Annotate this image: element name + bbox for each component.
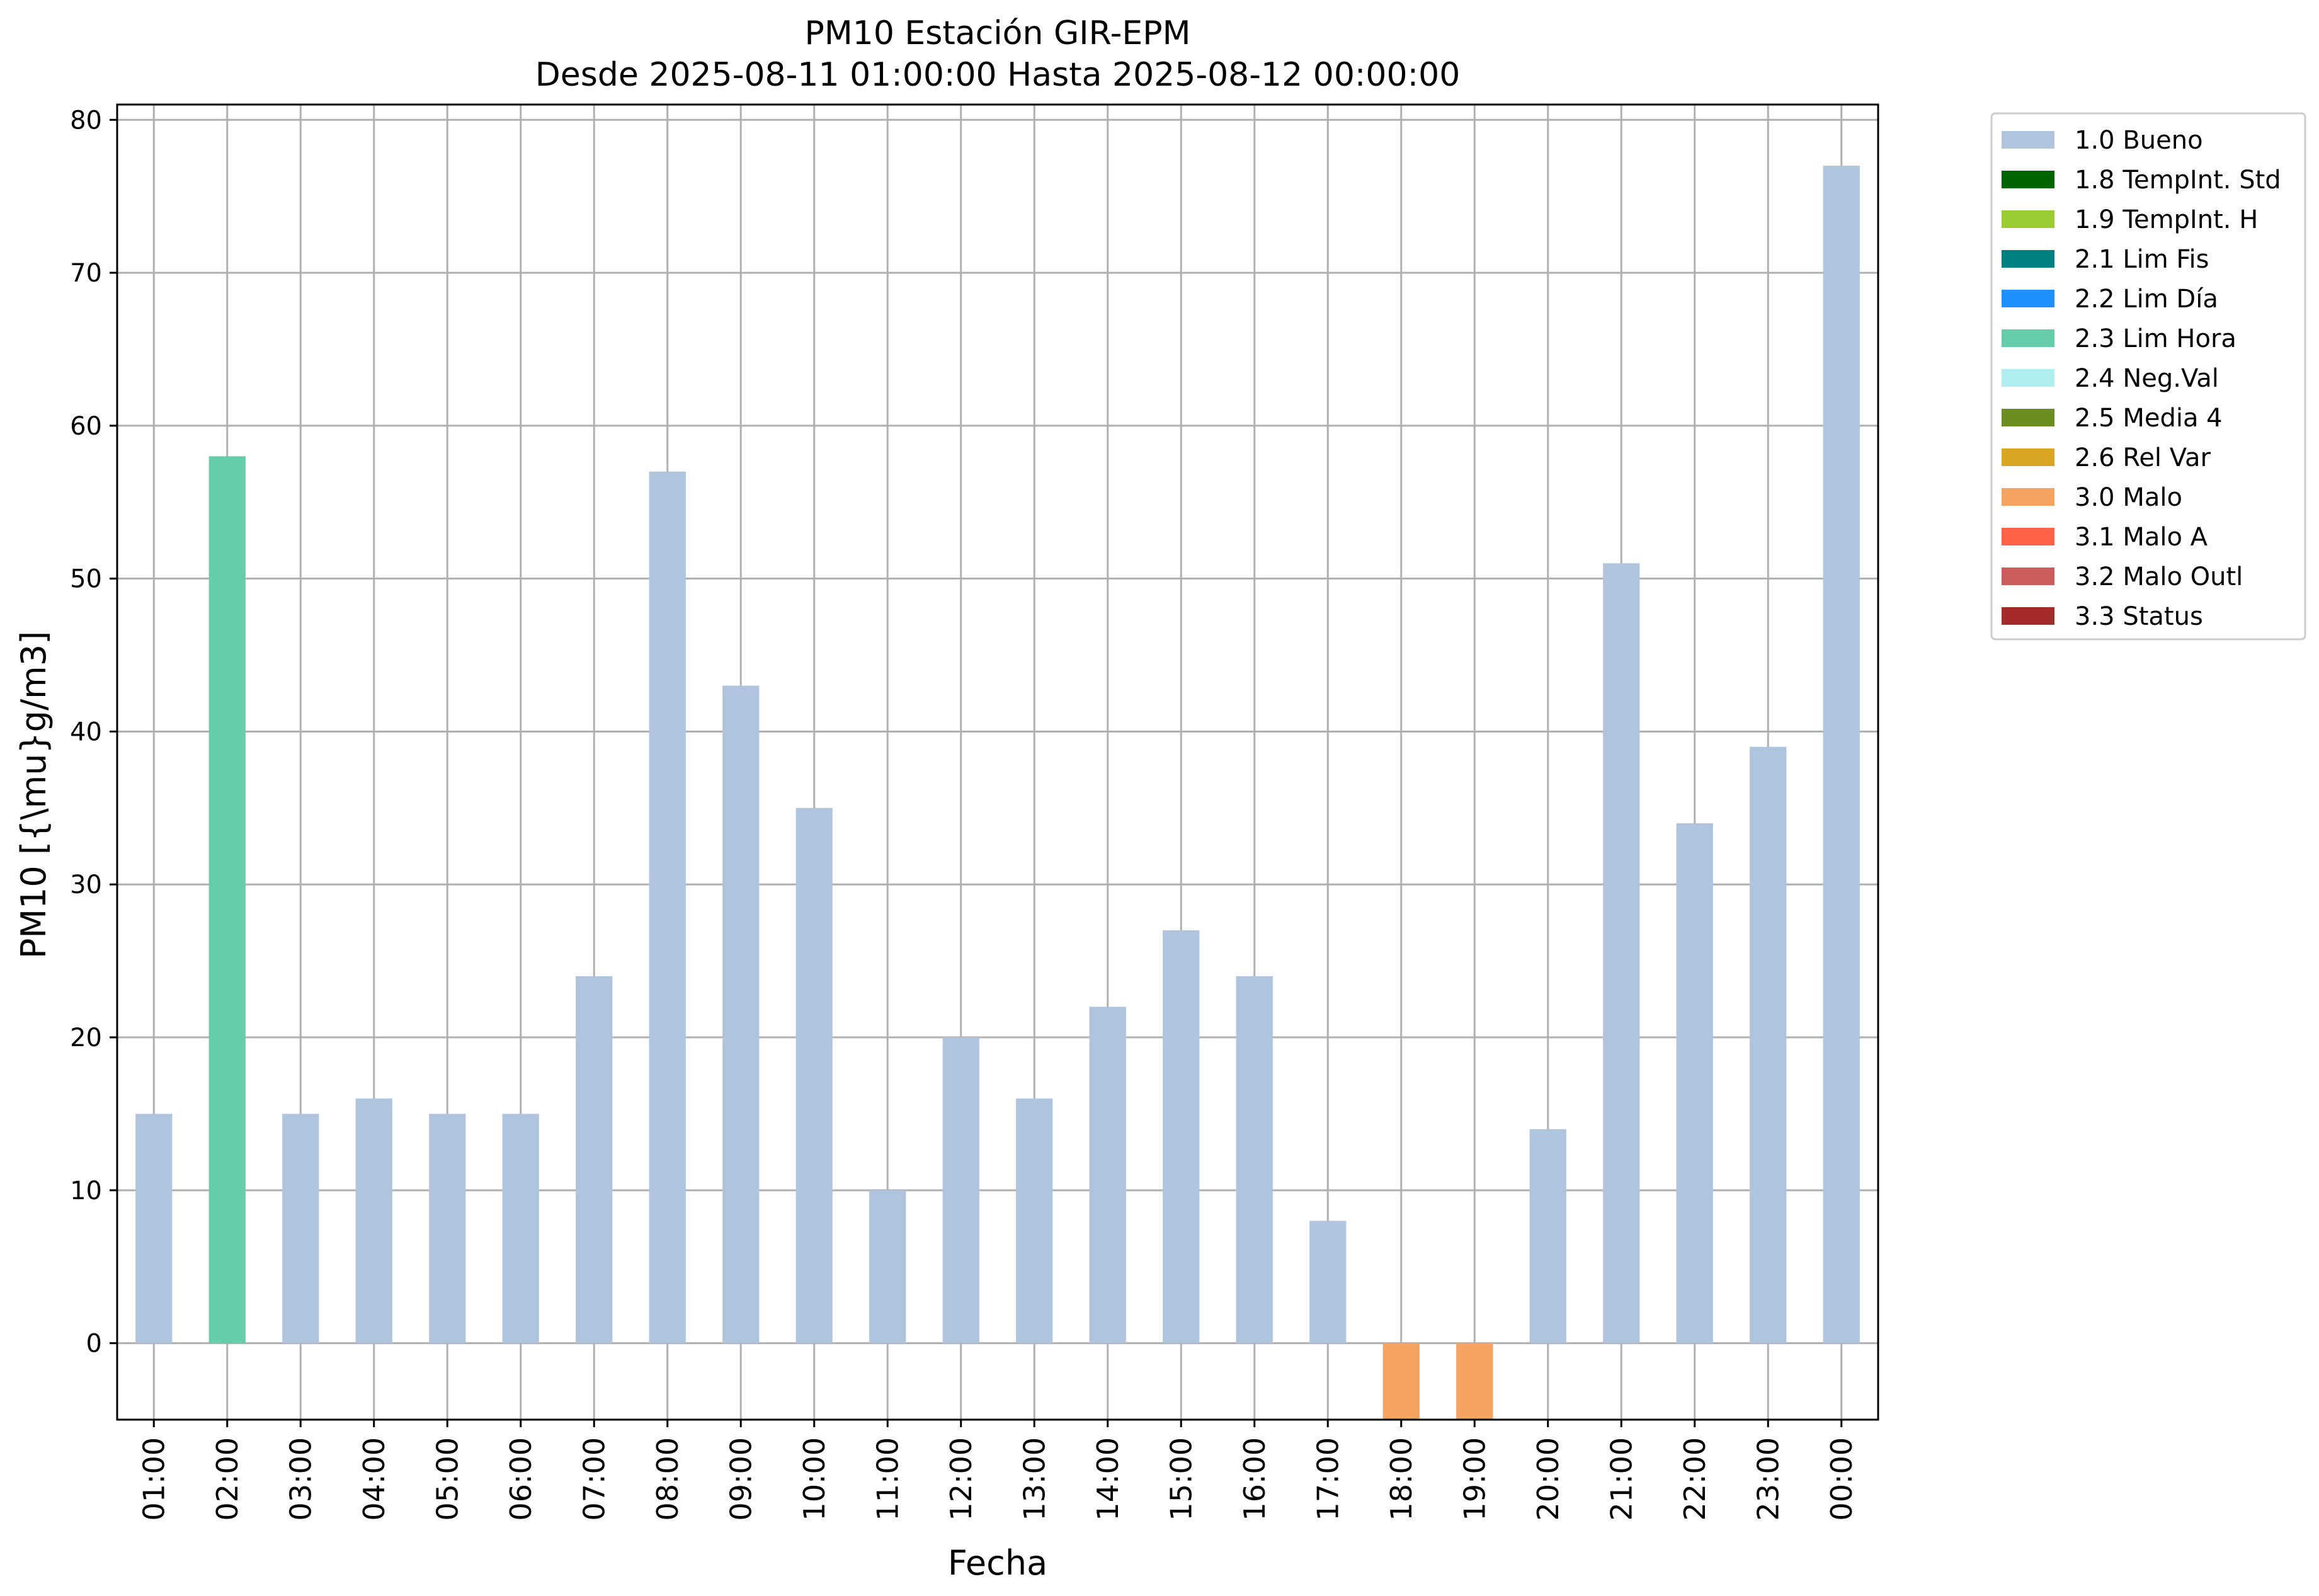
x-tick-label: 19:00	[1457, 1437, 1491, 1521]
legend-swatch	[2002, 567, 2054, 585]
chart-title-line2: Desde 2025-08-11 01:00:00 Hasta 2025-08-…	[535, 56, 1461, 94]
bar-2000	[1529, 1129, 1566, 1343]
x-axis-label: Fecha	[948, 1543, 1047, 1583]
x-tick-label: 17:00	[1311, 1437, 1345, 1521]
legend-label: 1.9 TempInt. H	[2075, 205, 2258, 234]
chart-title-line1: PM10 Estación GIR-EPM	[805, 14, 1191, 52]
legend-swatch	[2002, 409, 2054, 426]
x-tick-label: 00:00	[1825, 1437, 1859, 1521]
legend-label: 2.6 Rel Var	[2075, 443, 2211, 472]
y-tick-label: 50	[70, 565, 102, 594]
bar-0600	[502, 1114, 539, 1343]
legend-label: 2.5 Media 4	[2075, 404, 2223, 433]
legend-label: 3.2 Malo Outl	[2075, 562, 2243, 591]
x-tick-labels: 01:00 02:00 03:00 04:00 05:00 06:00 07:00 08:00…	[137, 1437, 1859, 1521]
x-tick-label: 10:00	[797, 1437, 831, 1521]
plot-frame	[116, 103, 1879, 1421]
x-tick-label: 22:00	[1678, 1437, 1712, 1521]
legend-swatch	[2002, 369, 2054, 387]
y-tick-label: 30	[70, 870, 102, 899]
legend-swatch	[2002, 607, 2054, 625]
x-tick-label: 08:00	[651, 1437, 685, 1521]
legend-swatch	[2002, 488, 2054, 506]
x-tick-label: 02:00	[210, 1437, 244, 1521]
bar-1100	[869, 1190, 906, 1343]
bar-1600	[1236, 976, 1273, 1343]
bar-0200	[208, 456, 246, 1343]
x-tick-label: 18:00	[1384, 1437, 1418, 1521]
y-tick-label: 60	[70, 412, 102, 441]
y-tick-label: 70	[70, 259, 102, 288]
x-tick-label: 07:00	[577, 1437, 611, 1521]
x-tick-label: 16:00	[1238, 1437, 1272, 1521]
bar-1400	[1089, 1006, 1126, 1343]
bar-0100	[135, 1114, 173, 1343]
x-tick-label: 01:00	[137, 1437, 171, 1521]
bar-1800	[1382, 1343, 1420, 1420]
y-tick-label: 40	[70, 717, 102, 746]
bar-0400	[355, 1098, 392, 1343]
bar-1900	[1456, 1343, 1493, 1420]
legend-swatch	[2002, 528, 2054, 545]
axes	[110, 103, 1879, 1427]
y-tick-label: 0	[86, 1330, 102, 1359]
x-tick-label: 04:00	[357, 1437, 391, 1521]
x-tick-label: 20:00	[1531, 1437, 1565, 1521]
bar-1200	[942, 1037, 979, 1343]
legend-label: 2.4 Neg.Val	[2075, 364, 2219, 393]
legend-swatch	[2002, 290, 2054, 307]
legend-swatch	[2002, 210, 2054, 228]
legend-swatch	[2002, 171, 2054, 188]
x-tick-label: 09:00	[724, 1437, 758, 1521]
legend-label: 3.3 Status	[2075, 602, 2203, 631]
legend-swatch	[2002, 250, 2054, 268]
y-tick-label: 20	[70, 1023, 102, 1052]
legend-label: 1.0 Bueno	[2075, 126, 2203, 155]
bar-0000	[1823, 166, 1860, 1343]
y-tick-label: 10	[70, 1177, 102, 1206]
legend-swatch	[2002, 131, 2054, 149]
x-tick-label: 21:00	[1604, 1437, 1638, 1521]
x-tick-label: 03:00	[283, 1437, 317, 1521]
legend-label: 3.0 Malo	[2075, 483, 2182, 512]
bar-0500	[429, 1114, 466, 1343]
bar-1700	[1309, 1221, 1347, 1343]
bar-2300	[1750, 746, 1787, 1343]
legend-label: 2.1 Lim Fis	[2075, 245, 2209, 274]
bar-1300	[1016, 1098, 1053, 1343]
x-tick-label: 05:00	[430, 1437, 464, 1521]
y-tick-labels: 0 10 20 30 40 50 60 70 80	[70, 106, 102, 1358]
bar-2100	[1603, 563, 1640, 1343]
bar-0700	[576, 976, 613, 1343]
legend-frame	[1990, 112, 2306, 641]
legend-label: 2.3 Lim Hora	[2075, 324, 2236, 353]
legend: 1.0 Bueno 1.8 TempInt. Std 1.9 TempInt. H 2…	[1990, 112, 2306, 641]
bars	[135, 166, 1860, 1420]
bar-1000	[795, 807, 833, 1343]
x-tick-label: 15:00	[1164, 1437, 1198, 1521]
legend-swatch	[2002, 448, 2054, 466]
bar-1500	[1163, 930, 1200, 1343]
x-tick-label: 23:00	[1751, 1437, 1785, 1521]
legend-label: 1.8 TempInt. Std	[2075, 166, 2281, 195]
bar-0300	[282, 1114, 319, 1343]
x-tick-label: 11:00	[870, 1437, 904, 1521]
bar-2200	[1676, 823, 1713, 1343]
legend-swatch	[2002, 329, 2054, 347]
legend-label: 3.1 Malo A	[2075, 523, 2208, 552]
bar-0900	[722, 685, 760, 1343]
bar-0800	[649, 471, 686, 1343]
y-axis-label: PM10 [{\mu}g/m3]	[14, 631, 54, 959]
x-tick-label: 13:00	[1017, 1437, 1051, 1521]
x-tick-label: 12:00	[944, 1437, 978, 1521]
x-tick-label: 14:00	[1091, 1437, 1125, 1521]
x-tick-label: 06:00	[504, 1437, 538, 1521]
y-tick-label: 80	[70, 106, 102, 135]
legend-label: 2.2 Lim Día	[2075, 285, 2218, 314]
